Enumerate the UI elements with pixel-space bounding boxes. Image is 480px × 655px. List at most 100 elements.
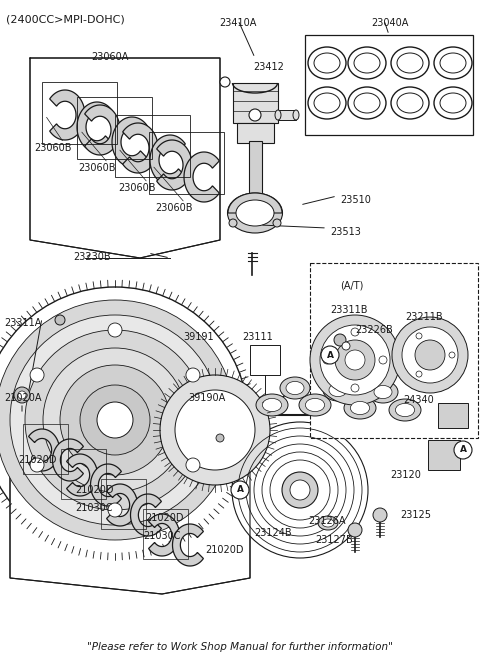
Circle shape (25, 330, 205, 510)
Ellipse shape (344, 397, 376, 419)
Ellipse shape (299, 394, 331, 416)
Bar (100, 479, 145, 529)
Ellipse shape (434, 87, 472, 119)
Polygon shape (149, 514, 180, 556)
Ellipse shape (308, 47, 346, 79)
Polygon shape (29, 429, 60, 471)
Circle shape (232, 422, 368, 558)
Text: A: A (237, 485, 243, 495)
Ellipse shape (397, 53, 423, 73)
Ellipse shape (308, 87, 346, 119)
Text: 23040A: 23040A (372, 18, 408, 28)
Ellipse shape (348, 47, 386, 79)
Text: A: A (459, 445, 467, 455)
Bar (305, 35, 473, 135)
Circle shape (160, 375, 270, 485)
Text: A: A (326, 350, 334, 360)
Text: 23111: 23111 (242, 332, 274, 342)
Circle shape (220, 77, 230, 87)
Text: 21020D: 21020D (145, 513, 183, 523)
Text: 21020A: 21020A (4, 393, 41, 403)
Ellipse shape (350, 402, 370, 415)
Circle shape (229, 219, 237, 227)
Ellipse shape (391, 47, 429, 79)
Circle shape (348, 523, 362, 537)
Circle shape (282, 472, 318, 508)
Bar (143, 509, 188, 559)
Ellipse shape (275, 110, 281, 120)
Bar (249, 141, 262, 196)
Text: 23060B: 23060B (155, 203, 192, 213)
Circle shape (345, 350, 365, 370)
Polygon shape (10, 403, 250, 594)
Ellipse shape (329, 383, 347, 396)
Ellipse shape (323, 379, 353, 401)
Ellipse shape (286, 381, 304, 394)
Polygon shape (49, 90, 85, 140)
Polygon shape (123, 123, 158, 173)
Polygon shape (112, 117, 147, 167)
Text: 39191: 39191 (183, 332, 214, 342)
Circle shape (43, 348, 187, 492)
Polygon shape (107, 484, 137, 526)
Circle shape (334, 334, 346, 346)
Text: 21020D: 21020D (205, 545, 243, 555)
Circle shape (80, 385, 150, 455)
Circle shape (449, 352, 455, 358)
Text: 23120: 23120 (390, 470, 421, 480)
Bar (149, 132, 224, 194)
Bar (42, 82, 117, 144)
Text: 39190A: 39190A (188, 393, 225, 403)
Text: 23060B: 23060B (34, 143, 72, 153)
Bar (278, 110, 296, 120)
Circle shape (402, 327, 458, 383)
Circle shape (186, 368, 200, 382)
Circle shape (216, 434, 224, 442)
Ellipse shape (396, 403, 415, 417)
Polygon shape (52, 439, 84, 481)
Ellipse shape (236, 200, 274, 226)
Bar (428, 440, 460, 470)
Bar (77, 97, 152, 159)
Ellipse shape (293, 110, 299, 120)
Circle shape (30, 368, 44, 382)
Circle shape (186, 458, 200, 472)
Circle shape (454, 441, 472, 459)
Circle shape (342, 342, 350, 350)
Ellipse shape (314, 53, 340, 73)
Circle shape (231, 481, 249, 499)
Ellipse shape (397, 93, 423, 113)
Bar (23, 424, 68, 474)
Circle shape (0, 287, 248, 553)
Circle shape (323, 356, 331, 364)
Circle shape (416, 371, 422, 377)
Circle shape (60, 365, 170, 475)
Ellipse shape (318, 516, 338, 530)
Circle shape (108, 323, 122, 337)
Circle shape (97, 402, 133, 438)
Polygon shape (156, 140, 192, 190)
Circle shape (379, 356, 387, 364)
Bar (438, 403, 468, 428)
Text: 24340: 24340 (403, 395, 434, 405)
Ellipse shape (434, 47, 472, 79)
Ellipse shape (256, 394, 288, 416)
Circle shape (351, 328, 359, 336)
Polygon shape (172, 524, 204, 566)
Circle shape (351, 384, 359, 392)
Text: (2400CC>MPI-DOHC): (2400CC>MPI-DOHC) (6, 14, 125, 24)
Polygon shape (91, 464, 121, 506)
Polygon shape (228, 193, 282, 213)
Bar (115, 115, 190, 177)
Circle shape (18, 391, 26, 399)
Circle shape (310, 315, 400, 405)
Text: 21020D: 21020D (75, 485, 113, 495)
Text: 23226B: 23226B (355, 325, 393, 335)
Text: 23126A: 23126A (308, 516, 346, 526)
Circle shape (30, 458, 44, 472)
Ellipse shape (263, 398, 282, 411)
Ellipse shape (391, 87, 429, 119)
Text: 23412: 23412 (253, 62, 284, 72)
Text: 23127B: 23127B (315, 535, 353, 545)
Text: 23060B: 23060B (118, 183, 156, 193)
